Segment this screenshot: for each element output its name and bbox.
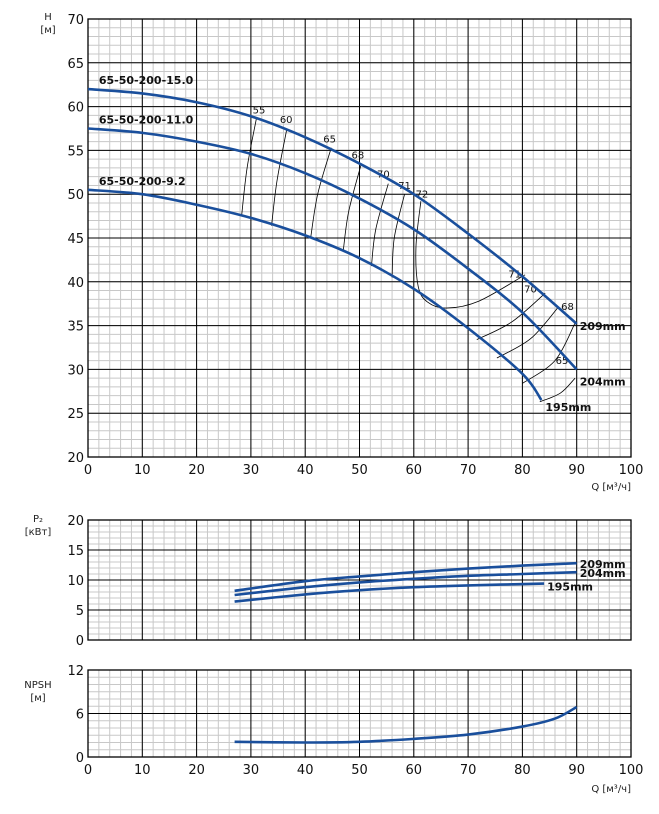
series-curve-65-50-200-11-0 — [87, 127, 578, 371]
plot-frame — [87, 519, 632, 641]
series-curve-209mm — [234, 561, 577, 593]
y-tick-label: 55 — [67, 144, 84, 159]
x-tick-label: 90 — [568, 763, 585, 778]
y-axis-label: H — [44, 12, 52, 23]
x-tick-label: 50 — [351, 463, 368, 478]
x-tick-label: 60 — [406, 463, 423, 478]
x-tick-label: 100 — [619, 763, 644, 778]
efficiency-label: 55 — [253, 106, 266, 117]
y-tick-label: 20 — [67, 514, 84, 529]
efficiency-line — [415, 201, 526, 309]
efficiency-label: 71 — [398, 181, 411, 192]
efficiency-line — [271, 129, 288, 226]
y-axis-label: P₂ — [33, 514, 43, 525]
y-tick-label: 20 — [67, 451, 84, 466]
efficiency-line — [391, 194, 405, 278]
efficiency-line — [310, 147, 332, 239]
y-tick-label: 40 — [67, 276, 84, 291]
efficiency-label: 71 — [508, 269, 521, 280]
x-tick-label: 20 — [188, 463, 205, 478]
efficiency-line — [241, 118, 257, 216]
panel-2: 0 6 12 NPSH [м] 0 10 20 30 40 50 60 70 80 90 100 Q [м³/ч… — [24, 664, 643, 795]
y-tick-label: 65 — [67, 57, 84, 72]
plot-frame — [87, 669, 632, 758]
model-label: 65-50-200-9.2 — [99, 175, 186, 188]
x-tick-label: 30 — [243, 763, 260, 778]
y-tick-label: 50 — [67, 188, 84, 203]
x-tick-label: 40 — [297, 463, 314, 478]
x-tick-label: 10 — [134, 763, 151, 778]
y-tick-label: 12 — [67, 664, 84, 679]
efficiency-label: 72 — [416, 190, 429, 201]
x-tick-label: 60 — [406, 763, 423, 778]
diameter-label: 209mm — [580, 558, 626, 571]
efficiency-line — [342, 164, 362, 252]
y-tick-label: 60 — [67, 101, 84, 116]
x-axis-label: Q [м³/ч] — [591, 482, 631, 493]
y-tick-label: 10 — [67, 574, 84, 589]
series-curve-204mm — [234, 570, 577, 597]
y-tick-label: 0 — [76, 751, 84, 766]
x-tick-label: 70 — [460, 463, 477, 478]
x-tick-label: 0 — [84, 463, 92, 478]
efficiency-label: 60 — [280, 115, 293, 126]
x-tick-label: 80 — [514, 763, 531, 778]
y-tick-label: 70 — [67, 13, 84, 28]
x-tick-label: 70 — [460, 763, 477, 778]
diameter-label: 204mm — [580, 567, 626, 580]
series-curve-65-50-200-9-2 — [87, 188, 543, 401]
x-tick-label: 30 — [243, 463, 260, 478]
x-tick-label: 100 — [619, 463, 644, 478]
x-tick-label: 20 — [188, 763, 205, 778]
series-curve-195mm — [234, 582, 545, 603]
efficiency-line — [476, 292, 546, 340]
plot-frame — [87, 18, 632, 458]
efficiency-line — [539, 377, 576, 403]
series-curve-npsh — [234, 705, 578, 744]
efficiency-line — [522, 322, 576, 384]
y-tick-label: 6 — [76, 708, 84, 723]
efficiency-line — [496, 306, 559, 359]
x-tick-label: 50 — [351, 763, 368, 778]
y-tick-label: 25 — [67, 407, 84, 422]
y-axis-unit: [м] — [30, 693, 45, 704]
x-tick-label: 0 — [84, 763, 92, 778]
y-axis-unit: [кВт] — [25, 527, 52, 538]
x-tick-label: 40 — [297, 763, 314, 778]
x-tick-label: 10 — [134, 463, 151, 478]
efficiency-label: 68 — [561, 302, 574, 313]
x-axis-label: Q [м³/ч] — [591, 784, 631, 795]
panel-0: 20 25 30 35 40 45 50 55 60 65 70 H [м] 0 10 20 30 40 50 60 7… — [40, 12, 643, 493]
diameter-label: 204mm — [580, 375, 626, 388]
y-axis-unit: [м] — [40, 25, 55, 36]
efficiency-label: 70 — [524, 284, 537, 295]
efficiency-label: 65 — [556, 356, 569, 367]
y-tick-label: 15 — [67, 544, 84, 559]
efficiency-label: 68 — [352, 150, 365, 161]
y-tick-label: 35 — [67, 320, 84, 335]
diameter-label: 195mm — [547, 581, 593, 594]
y-axis-label: NPSH — [24, 680, 51, 691]
model-label: 65-50-200-11.0 — [99, 114, 194, 127]
diameter-label: 195mm — [545, 401, 591, 414]
x-tick-label: 80 — [514, 463, 531, 478]
efficiency-label: 65 — [323, 135, 336, 146]
efficiency-line — [371, 183, 389, 267]
y-tick-label: 5 — [76, 604, 84, 619]
y-tick-label: 45 — [67, 232, 84, 247]
y-tick-label: 0 — [76, 634, 84, 649]
y-tick-label: 30 — [67, 363, 84, 378]
x-tick-label: 90 — [568, 463, 585, 478]
diameter-label: 209mm — [580, 320, 626, 333]
model-label: 65-50-200-15.0 — [99, 74, 194, 87]
series-curve-65-50-200-15-0 — [87, 87, 578, 325]
